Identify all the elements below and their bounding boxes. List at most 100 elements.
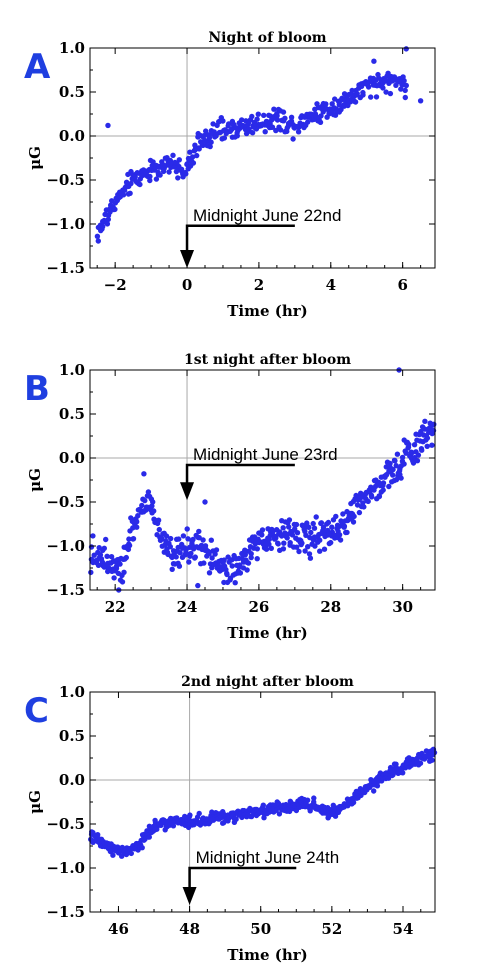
data-point [287,540,293,546]
data-point [401,78,407,84]
data-point [201,132,208,139]
data-point [163,533,170,539]
y-tick-label: 0.5 [59,83,85,101]
data-point [274,117,281,123]
data-point [120,192,127,198]
data-point [403,450,409,456]
data-point [360,92,366,98]
y-tick-label: 0.0 [59,771,85,789]
data-point [403,46,409,52]
data-point [390,466,396,473]
data-point [142,497,148,504]
data-point [196,528,202,535]
y-tick-label: −0.5 [46,493,85,511]
data-point [128,180,134,187]
chart-panel-a: A Night of bloom −1.5 −1.0 −0.5 0.0 0.5 1.0 −2 0 2… [0,0,485,322]
annotation-arrow-line [185,463,295,487]
x-axis-label: Time (hr) [227,946,308,964]
data-point [244,567,250,573]
data-point [248,551,254,557]
data-point [392,458,398,464]
data-point [134,524,140,530]
data-point [147,173,153,180]
data-point [352,99,359,105]
x-tick-label: 22 [105,598,126,616]
y-tick-label: 0.0 [59,449,85,467]
y-tick-label: −0.5 [46,815,85,833]
data-point [386,483,392,490]
data-point [280,109,287,115]
data-point [380,487,386,493]
data-point [259,532,265,538]
x-tick-label: 50 [250,920,271,938]
data-point [340,511,346,517]
x-tick-label: 52 [321,920,342,938]
x-tick-label: 0 [182,276,192,294]
data-point [273,535,279,541]
y-tick-label: −1.5 [46,259,85,277]
data-point [126,536,132,542]
data-point [417,760,424,766]
y-tick-label: 1.0 [59,39,85,57]
data-point [104,553,110,559]
data-point [325,519,332,526]
panel-letter: A [24,47,51,87]
data-point [398,86,404,92]
data-point [394,451,401,457]
data-point [383,464,389,470]
annotation-label: Midnight June 23rd [193,445,338,464]
data-point [167,544,173,550]
annotation-arrow-line [185,224,295,254]
data-point [206,570,213,576]
y-tick-label: 1.0 [59,361,85,379]
data-point [121,569,127,575]
data-point [200,537,206,543]
data-point [365,498,371,505]
data-point [147,177,153,184]
data-point [376,493,383,500]
data-point [111,575,117,581]
data-point [137,181,143,188]
data-point [336,532,343,538]
data-point [126,542,133,549]
data-point [183,171,189,177]
data-point [393,463,399,469]
data-point [321,546,328,552]
data-point [306,524,312,530]
data-point [277,127,284,133]
data-point [239,117,245,123]
data-point [350,519,357,525]
data-point [254,546,260,552]
data-point [192,554,198,560]
data-point [387,90,394,97]
data-point [180,533,187,539]
y-tick-label: 0.5 [59,727,85,745]
data-point [398,475,404,481]
data-point [266,536,272,543]
data-point [373,94,380,100]
data-point [368,94,374,100]
data-point [95,562,102,568]
data-point [100,223,106,230]
chart-panel-b: B 1st night after bloom −1.5 −1.0 −0.5 0.0 0.5… [0,322,485,644]
data-point [149,503,155,509]
data-point [261,112,267,119]
data-point [400,770,406,776]
data-point [176,563,183,569]
data-point [341,524,347,530]
y-tick-label: −1.5 [46,581,85,599]
data-point [208,537,214,543]
y-axis-label: μG [26,146,44,170]
data-point [383,89,389,95]
y-axis-label: μG [26,790,44,814]
x-tick-label: 24 [177,598,198,616]
data-point [187,149,193,155]
y-tick-label: −1.5 [46,903,85,921]
data-point [176,536,182,542]
data-point [188,550,194,557]
data-point [151,508,157,514]
data-point [292,526,298,532]
data-point [424,435,431,441]
data-point [424,443,430,449]
data-point [329,101,335,107]
